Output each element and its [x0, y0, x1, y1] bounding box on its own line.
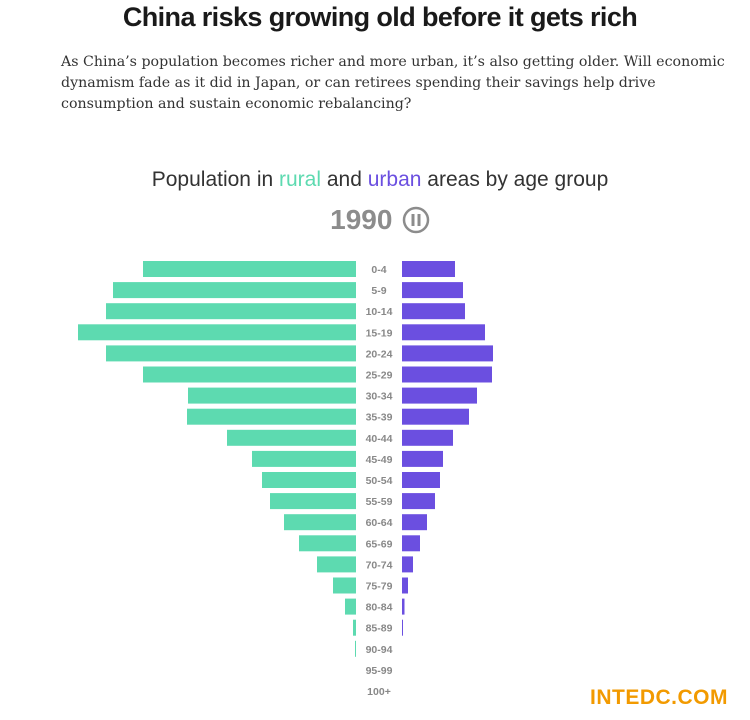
year-label: 1990: [330, 204, 393, 235]
age-group-label: 25-29: [366, 370, 393, 382]
urban-bar-80-84: [402, 598, 405, 615]
rural-bar-80-84: [345, 598, 356, 615]
urban-bar-85-89: [402, 619, 403, 636]
year-control: 1990: [0, 204, 750, 240]
age-group-label: 60-64: [366, 517, 393, 529]
rural-bar-60-64: [284, 514, 356, 531]
urban-bar-75-79: [402, 577, 408, 594]
rural-bar-40-44: [227, 429, 356, 446]
age-group-label: 0-4: [371, 264, 386, 276]
chart-heading-prefix: Population in: [151, 168, 279, 191]
rural-bar-15-19: [78, 324, 356, 341]
age-group-label: 90-94: [366, 644, 393, 656]
rural-bar-70-74: [317, 556, 356, 573]
age-group-label: 75-79: [366, 581, 393, 593]
age-group-label: 65-69: [366, 538, 393, 550]
urban-bar-40-44: [402, 429, 453, 446]
age-group-label: 85-89: [366, 623, 393, 635]
urban-bar-25-29: [402, 366, 492, 383]
chart-heading-middle: and: [321, 168, 368, 191]
urban-bar-60-64: [402, 514, 427, 531]
age-group-label: 100+: [367, 686, 391, 698]
rural-bar-10-14: [106, 303, 356, 320]
urban-bar-30-34: [402, 387, 477, 404]
chart-heading-urban: urban: [367, 168, 422, 191]
rural-bar-25-29: [143, 366, 356, 383]
age-group-label: 50-54: [366, 475, 393, 487]
rural-bar-45-49: [252, 450, 356, 467]
page-title: China risks growing old before it gets r…: [122, 2, 638, 32]
age-group-label: 80-84: [366, 602, 393, 614]
urban-bar-65-69: [402, 535, 420, 552]
urban-bar-55-59: [402, 493, 435, 510]
rural-bar-50-54: [262, 472, 356, 488]
age-group-label: 40-44: [366, 433, 393, 445]
age-group-label: 10-14: [366, 306, 393, 318]
rural-bar-5-9: [113, 282, 356, 299]
pause-icon: [402, 206, 430, 234]
age-group-label: 45-49: [366, 454, 393, 466]
age-group-label: 15-19: [366, 327, 393, 339]
age-group-label: 5-9: [371, 285, 386, 297]
age-group-label: 30-34: [366, 391, 393, 403]
rural-bar-55-59: [270, 493, 356, 510]
rural-bar-75-79: [333, 577, 356, 594]
rural-bar-85-89: [353, 619, 356, 636]
chart-heading: Population in rural and urban areas by a…: [0, 168, 750, 192]
urban-bar-5-9: [402, 282, 463, 299]
urban-bar-20-24: [402, 345, 493, 362]
intro-paragraph: As China’s population becomes richer and…: [61, 54, 725, 112]
rural-bar-20-24: [106, 345, 356, 362]
urban-bar-50-54: [402, 472, 440, 488]
rural-bar-30-34: [188, 387, 356, 404]
urban-bar-70-74: [402, 556, 413, 573]
urban-bar-35-39: [402, 408, 469, 425]
age-group-label: 20-24: [366, 348, 393, 360]
age-group-label: 70-74: [366, 559, 393, 571]
urban-bar-45-49: [402, 450, 443, 467]
rural-bar-35-39: [187, 408, 356, 425]
urban-bar-10-14: [402, 303, 465, 320]
urban-bar-0-4: [402, 261, 455, 277]
chart-heading-suffix: areas by age group: [421, 168, 609, 191]
chart-heading-rural: rural: [279, 168, 322, 191]
pause-button[interactable]: [402, 206, 430, 234]
watermark-logo: INTEDC.COM: [590, 686, 728, 709]
age-group-label: 35-39: [366, 412, 393, 424]
urban-bar-15-19: [402, 324, 485, 341]
age-group-label: 95-99: [366, 665, 393, 677]
age-group-label: 55-59: [366, 496, 393, 508]
rural-bar-0-4: [143, 261, 356, 277]
rural-bar-90-94: [355, 640, 356, 657]
rural-bar-65-69: [299, 535, 356, 552]
